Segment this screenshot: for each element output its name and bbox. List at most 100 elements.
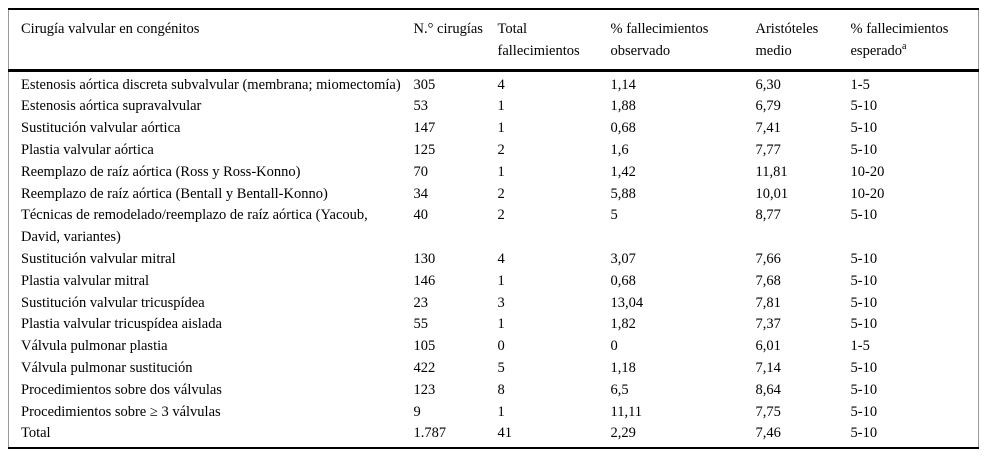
total-fallecimientos-cell: 1 (497, 98, 505, 115)
aristoteles-medio-cell: 6,30 (755, 76, 781, 93)
aristoteles-medio-cell: 11,81 (755, 163, 788, 180)
pct-fallecimientos-observado-cell: 1,88 (610, 98, 636, 115)
procedure-cell: Sustitución valvular mitral (21, 250, 176, 267)
pct-fallecimientos-observado-cell: 5 (610, 207, 618, 224)
procedure-cell: Estenosis aórtica discreta subvalvular (… (21, 76, 401, 93)
pct-fallecimientos-esperado-cell: 5-10 (850, 359, 878, 376)
pct-fallecimientos-observado-cell: 2,29 (610, 425, 636, 442)
n-cirugias-cell: 305 (413, 76, 436, 93)
table-row: Plastia valvular aórtica 125 2 1,6 7,77 … (9, 140, 979, 162)
total-fallecimientos-cell: 1 (497, 163, 505, 180)
table-row: Técnicas de remodelado/reemplazo de raíz… (9, 205, 979, 249)
n-cirugias-cell: 23 (413, 294, 429, 311)
table-row: Plastia valvular tricuspídea aislada 55 … (9, 314, 979, 336)
col-header-total-fallecimientos: Total fallecimientos (497, 9, 611, 72)
pct-fallecimientos-esperado-cell: 1-5 (850, 338, 870, 355)
aristoteles-medio-cell: 7,68 (755, 272, 781, 289)
pct-fallecimientos-esperado-cell: 5-10 (850, 250, 878, 267)
procedure-cell: Procedimientos sobre dos válvulas (21, 381, 222, 398)
aristoteles-medio-cell: 7,81 (755, 294, 781, 311)
table-row: Estenosis aórtica discreta subvalvular (… (9, 70, 979, 96)
n-cirugias-cell: 422 (413, 359, 436, 376)
procedure-cell: Válvula pulmonar plastia (21, 338, 168, 355)
total-fallecimientos-cell: 1 (497, 316, 505, 333)
n-cirugias-cell: 147 (413, 120, 436, 137)
pct-fallecimientos-observado-cell: 1,18 (610, 359, 636, 376)
n-cirugias-cell: 1.787 (413, 425, 447, 442)
col-header-pct-esperado-label: % fallecimientos esperado (850, 21, 949, 59)
pct-fallecimientos-observado-cell: 6,5 (610, 381, 629, 398)
procedure-cell: Plastia valvular tricuspídea aislada (21, 316, 222, 333)
pct-fallecimientos-esperado-cell: 5-10 (850, 120, 878, 137)
procedure-cell: Válvula pulmonar sustitución (21, 359, 193, 376)
pct-fallecimientos-esperado-cell: 1-5 (850, 76, 870, 93)
n-cirugias-cell: 55 (413, 316, 429, 333)
pct-fallecimientos-esperado-cell: 5-10 (850, 98, 878, 115)
table-row: Total 1.787 41 2,29 7,46 5-10 (9, 423, 979, 448)
total-fallecimientos-cell: 4 (497, 76, 505, 93)
aristoteles-medio-cell: 7,14 (755, 359, 781, 376)
aristoteles-medio-cell: 7,66 (755, 250, 781, 267)
pct-fallecimientos-esperado-cell: 5-10 (850, 272, 878, 289)
n-cirugias-cell: 125 (413, 141, 436, 158)
col-header-total-fallecimientos-label: Total fallecimientos (497, 21, 580, 59)
table-header: Cirugía valvular en congénitos N.° cirug… (8, 9, 979, 72)
valve-surgery-table: Cirugía valvular en congénitos N.° cirug… (8, 8, 979, 450)
pct-fallecimientos-esperado-cell: 5-10 (850, 294, 878, 311)
pct-fallecimientos-observado-cell: 0,68 (610, 120, 636, 137)
aristoteles-medio-cell: 7,77 (755, 141, 781, 158)
aristoteles-medio-cell: 7,46 (755, 425, 781, 442)
total-fallecimientos-cell: 2 (497, 185, 505, 202)
col-header-aristoteles-medio: Aristóteles medio (755, 9, 851, 72)
pct-fallecimientos-esperado-cell: 5-10 (850, 425, 878, 442)
pct-fallecimientos-observado-cell: 0 (610, 338, 618, 355)
pct-fallecimientos-observado-cell: 3,07 (610, 250, 636, 267)
col-header-procedimiento-label: Cirugía valvular en congénitos (21, 21, 200, 37)
procedure-cell: Plastia valvular mitral (21, 272, 150, 289)
total-fallecimientos-cell: 1 (497, 272, 505, 289)
pct-fallecimientos-esperado-cell: 5-10 (850, 403, 878, 420)
n-cirugias-cell: 9 (413, 403, 421, 420)
col-header-n-cirugias: N.° cirugías (413, 9, 498, 72)
pct-fallecimientos-observado-cell: 1,6 (610, 141, 629, 158)
pct-fallecimientos-esperado-cell: 5-10 (850, 141, 878, 158)
pct-fallecimientos-observado-cell: 1,14 (610, 76, 636, 93)
pct-fallecimientos-observado-cell: 11,11 (610, 403, 643, 420)
n-cirugias-cell: 146 (413, 272, 436, 289)
table-body: Estenosis aórtica discreta subvalvular (… (9, 70, 979, 448)
n-cirugias-cell: 123 (413, 381, 436, 398)
aristoteles-medio-cell: 7,41 (755, 120, 781, 137)
pct-fallecimientos-observado-cell: 1,42 (610, 163, 636, 180)
table-row: Procedimientos sobre dos válvulas 123 8 … (9, 380, 979, 402)
total-fallecimientos-cell: 5 (497, 359, 505, 376)
aristoteles-medio-cell: 8,77 (755, 207, 781, 224)
pct-fallecimientos-observado-cell: 1,82 (610, 316, 636, 333)
footnote-marker-a: a (902, 40, 907, 52)
n-cirugias-cell: 70 (413, 163, 429, 180)
procedure-cell: Procedimientos sobre ≥ 3 válvulas (21, 403, 221, 420)
total-fallecimientos-cell: 1 (497, 403, 505, 420)
procedure-cell: Reemplazo de raíz aórtica (Bentall y Ben… (21, 185, 328, 202)
total-fallecimientos-cell: 4 (497, 250, 505, 267)
total-fallecimientos-cell: 2 (497, 207, 505, 224)
table-row: Estenosis aórtica supravalvular 53 1 1,8… (9, 96, 979, 118)
pct-fallecimientos-esperado-cell: 10-20 (850, 163, 885, 180)
procedure-cell: Sustitución valvular aórtica (21, 120, 181, 137)
table-row: Reemplazo de raíz aórtica (Ross y Ross-K… (9, 162, 979, 184)
aristoteles-medio-cell: 6,01 (755, 338, 781, 355)
pct-fallecimientos-esperado-cell: 5-10 (850, 207, 878, 224)
col-header-pct-observado: % fallecimientos observado (610, 9, 756, 72)
procedure-cell: Técnicas de remodelado/reemplazo de raíz… (21, 207, 368, 246)
procedure-cell: Plastia valvular aórtica (21, 141, 154, 158)
pct-fallecimientos-esperado-cell: 10-20 (850, 185, 885, 202)
aristoteles-medio-cell: 7,75 (755, 403, 781, 420)
aristoteles-medio-cell: 7,37 (755, 316, 781, 333)
total-fallecimientos-cell: 3 (497, 294, 505, 311)
table-row: Sustitución valvular tricuspídea 23 3 13… (9, 293, 979, 315)
col-header-pct-esperado: % fallecimientos esperadoa (850, 9, 979, 72)
pct-fallecimientos-observado-cell: 5,88 (610, 185, 636, 202)
n-cirugias-cell: 40 (413, 207, 429, 224)
aristoteles-medio-cell: 10,01 (755, 185, 789, 202)
table-row: Válvula pulmonar plastia 105 0 0 6,01 1-… (9, 336, 979, 358)
procedure-cell: Estenosis aórtica supravalvular (21, 98, 202, 115)
